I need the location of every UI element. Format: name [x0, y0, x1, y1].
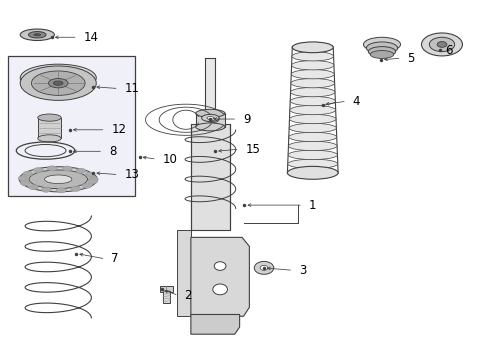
Ellipse shape [19, 167, 97, 192]
Bar [190, 125, 229, 230]
Ellipse shape [195, 123, 224, 131]
Ellipse shape [29, 170, 87, 189]
Ellipse shape [290, 87, 334, 97]
Text: 7: 7 [111, 252, 119, 265]
Text: 2: 2 [184, 289, 192, 302]
Ellipse shape [53, 81, 63, 85]
Text: 9: 9 [243, 113, 250, 126]
FancyBboxPatch shape [8, 56, 135, 196]
Ellipse shape [260, 265, 267, 270]
Text: 14: 14 [83, 31, 99, 44]
Ellipse shape [288, 141, 336, 150]
Ellipse shape [85, 172, 95, 177]
Ellipse shape [291, 60, 333, 70]
Ellipse shape [210, 118, 215, 121]
Ellipse shape [56, 188, 66, 193]
Ellipse shape [206, 117, 213, 120]
Ellipse shape [201, 114, 219, 122]
Ellipse shape [369, 50, 393, 58]
Ellipse shape [289, 96, 335, 106]
Text: 13: 13 [124, 168, 139, 181]
Ellipse shape [20, 64, 96, 91]
Ellipse shape [195, 109, 224, 117]
Ellipse shape [292, 42, 332, 53]
Text: 8: 8 [109, 145, 116, 158]
Ellipse shape [31, 71, 85, 95]
Ellipse shape [288, 132, 336, 141]
Ellipse shape [421, 33, 462, 56]
Text: 5: 5 [407, 51, 414, 64]
Ellipse shape [212, 284, 227, 295]
Ellipse shape [366, 42, 397, 54]
Bar [195, 113, 224, 127]
Ellipse shape [214, 262, 225, 270]
Ellipse shape [291, 69, 334, 79]
Ellipse shape [287, 159, 337, 168]
Ellipse shape [289, 114, 335, 124]
Ellipse shape [23, 171, 33, 176]
Ellipse shape [436, 41, 446, 47]
Ellipse shape [367, 46, 395, 57]
Text: 3: 3 [299, 264, 306, 277]
Ellipse shape [88, 177, 98, 182]
Ellipse shape [19, 176, 28, 181]
Ellipse shape [33, 168, 43, 173]
Polygon shape [190, 315, 239, 334]
Ellipse shape [428, 37, 454, 51]
Text: 12: 12 [111, 123, 126, 136]
Ellipse shape [363, 37, 400, 51]
Ellipse shape [71, 186, 81, 192]
Ellipse shape [254, 261, 273, 274]
Bar [159, 286, 173, 292]
Ellipse shape [34, 34, 41, 36]
Ellipse shape [206, 116, 219, 123]
Text: 11: 11 [124, 82, 139, 95]
Ellipse shape [38, 135, 61, 142]
Ellipse shape [48, 78, 68, 88]
Ellipse shape [20, 29, 54, 41]
Ellipse shape [20, 66, 96, 100]
Ellipse shape [287, 166, 337, 179]
Ellipse shape [289, 105, 335, 115]
Ellipse shape [88, 179, 98, 184]
Polygon shape [190, 237, 249, 316]
Ellipse shape [28, 32, 46, 38]
Ellipse shape [291, 51, 333, 61]
Ellipse shape [38, 114, 61, 121]
Ellipse shape [76, 168, 85, 173]
Text: 6: 6 [445, 44, 452, 57]
Ellipse shape [287, 150, 337, 159]
Ellipse shape [290, 78, 334, 88]
Ellipse shape [82, 183, 92, 188]
Bar [38, 118, 61, 138]
Text: 10: 10 [162, 153, 177, 166]
Ellipse shape [44, 175, 72, 184]
Ellipse shape [62, 166, 72, 171]
Text: 4: 4 [352, 95, 360, 108]
Ellipse shape [28, 185, 38, 190]
Ellipse shape [41, 187, 51, 192]
Polygon shape [177, 230, 190, 316]
Ellipse shape [20, 181, 30, 186]
Bar [205, 58, 215, 116]
Ellipse shape [292, 42, 332, 52]
Bar [162, 291, 170, 303]
Ellipse shape [287, 168, 337, 177]
Text: 1: 1 [308, 199, 316, 212]
Text: 15: 15 [245, 143, 260, 156]
Ellipse shape [288, 123, 336, 133]
Ellipse shape [47, 166, 57, 171]
